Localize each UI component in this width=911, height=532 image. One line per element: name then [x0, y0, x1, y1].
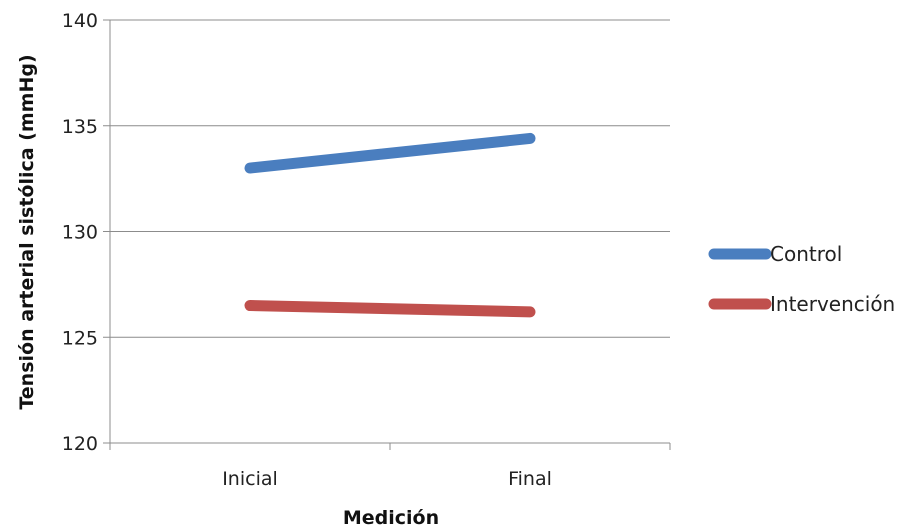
- series-line-control: [244, 132, 536, 174]
- legend: Control Intervención: [708, 242, 895, 316]
- series-lines: [244, 132, 536, 318]
- y-tick-label: 130: [62, 222, 98, 244]
- series-line-intervenci-n: [244, 300, 536, 318]
- x-tick-label: Final: [508, 468, 552, 490]
- x-tick-label: Inicial: [222, 468, 278, 490]
- legend-label: Intervención: [770, 292, 895, 316]
- y-axis-title: Tensión arterial sistólica (mmHg): [16, 54, 38, 409]
- legend-item: Intervención: [708, 292, 895, 316]
- y-tick-label: 125: [62, 327, 98, 349]
- legend-label: Control: [770, 242, 842, 266]
- y-tick-label: 135: [62, 116, 98, 138]
- x-axis-title: Medición: [343, 507, 439, 529]
- legend-item: Control: [708, 242, 842, 266]
- y-tick-label: 120: [62, 433, 98, 455]
- y-axis-ticks: 120 125 130 135 140: [62, 10, 110, 455]
- gridlines: [110, 19, 670, 338]
- y-tick-label: 140: [62, 10, 98, 32]
- x-axis-ticks: Inicial Final: [109, 443, 671, 490]
